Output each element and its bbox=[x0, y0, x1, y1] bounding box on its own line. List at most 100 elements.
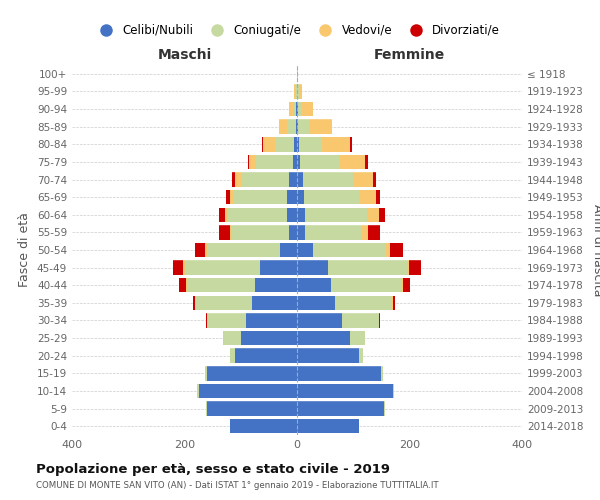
Bar bbox=[335, 296, 392, 310]
Bar bbox=[194, 243, 205, 257]
Bar bbox=[293, 102, 296, 117]
Bar bbox=[207, 402, 297, 416]
Bar bbox=[252, 296, 297, 310]
Bar bbox=[373, 172, 376, 186]
Bar bbox=[304, 190, 360, 204]
Bar bbox=[241, 172, 289, 186]
Bar bbox=[379, 208, 385, 222]
Bar bbox=[340, 154, 365, 169]
Bar bbox=[350, 331, 365, 345]
Bar bbox=[342, 314, 379, 328]
Bar bbox=[297, 314, 342, 328]
Bar bbox=[255, 278, 297, 292]
Bar bbox=[297, 225, 305, 240]
Bar bbox=[289, 102, 293, 117]
Bar bbox=[293, 154, 297, 169]
Bar bbox=[299, 84, 302, 98]
Bar bbox=[235, 348, 297, 363]
Bar bbox=[224, 331, 241, 345]
Bar bbox=[331, 278, 401, 292]
Bar bbox=[199, 384, 297, 398]
Bar bbox=[376, 190, 380, 204]
Bar bbox=[205, 366, 207, 380]
Bar bbox=[229, 419, 297, 434]
Bar bbox=[275, 137, 294, 152]
Bar bbox=[219, 225, 230, 240]
Bar bbox=[297, 243, 313, 257]
Bar bbox=[207, 243, 280, 257]
Bar bbox=[313, 243, 386, 257]
Bar bbox=[226, 190, 230, 204]
Bar bbox=[230, 225, 232, 240]
Bar bbox=[186, 278, 187, 292]
Text: COMUNE DI MONTE SAN VITO (AN) - Dati ISTAT 1° gennaio 2019 - Elaborazione TUTTIT: COMUNE DI MONTE SAN VITO (AN) - Dati IST… bbox=[36, 481, 439, 490]
Bar bbox=[379, 314, 380, 328]
Bar bbox=[225, 208, 228, 222]
Bar bbox=[232, 172, 235, 186]
Bar bbox=[287, 208, 297, 222]
Bar bbox=[260, 260, 297, 275]
Bar bbox=[287, 120, 296, 134]
Bar bbox=[232, 225, 289, 240]
Bar bbox=[359, 348, 364, 363]
Y-axis label: Anni di nascita: Anni di nascita bbox=[592, 204, 600, 296]
Bar bbox=[297, 120, 298, 134]
Bar bbox=[206, 314, 207, 328]
Bar bbox=[328, 260, 407, 275]
Text: Popolazione per età, sesso e stato civile - 2019: Popolazione per età, sesso e stato civil… bbox=[36, 462, 390, 475]
Bar bbox=[193, 296, 195, 310]
Bar bbox=[184, 260, 185, 275]
Bar bbox=[299, 137, 322, 152]
Y-axis label: Fasce di età: Fasce di età bbox=[19, 212, 31, 288]
Bar bbox=[196, 296, 252, 310]
Bar bbox=[302, 102, 313, 117]
Bar bbox=[297, 348, 359, 363]
Bar bbox=[297, 331, 350, 345]
Bar bbox=[297, 84, 299, 98]
Bar bbox=[289, 172, 297, 186]
Bar bbox=[230, 190, 233, 204]
Bar bbox=[386, 243, 391, 257]
Bar bbox=[247, 314, 297, 328]
Bar bbox=[297, 190, 304, 204]
Bar bbox=[310, 120, 332, 134]
Bar bbox=[220, 208, 225, 222]
Bar bbox=[301, 154, 340, 169]
Bar bbox=[173, 260, 184, 275]
Bar bbox=[297, 384, 392, 398]
Bar bbox=[179, 278, 186, 292]
Bar bbox=[297, 366, 382, 380]
Bar bbox=[187, 278, 255, 292]
Text: Maschi: Maschi bbox=[157, 48, 212, 62]
Legend: Celibi/Nubili, Coniugati/e, Vedovi/e, Divorziati/e: Celibi/Nubili, Coniugati/e, Vedovi/e, Di… bbox=[89, 19, 505, 42]
Bar bbox=[391, 243, 403, 257]
Bar bbox=[296, 84, 297, 98]
Bar bbox=[401, 278, 403, 292]
Bar bbox=[360, 190, 376, 204]
Bar bbox=[197, 384, 199, 398]
Bar bbox=[297, 260, 328, 275]
Bar bbox=[185, 260, 260, 275]
Bar bbox=[280, 243, 297, 257]
Bar bbox=[241, 331, 297, 345]
Bar bbox=[305, 225, 362, 240]
Bar bbox=[233, 190, 287, 204]
Bar bbox=[305, 208, 367, 222]
Bar bbox=[322, 137, 350, 152]
Text: Femmine: Femmine bbox=[374, 48, 445, 62]
Bar bbox=[297, 278, 331, 292]
Bar bbox=[297, 296, 335, 310]
Bar bbox=[368, 225, 380, 240]
Bar bbox=[205, 243, 207, 257]
Bar bbox=[229, 348, 235, 363]
Bar bbox=[298, 102, 302, 117]
Bar bbox=[248, 154, 249, 169]
Bar bbox=[365, 154, 368, 169]
Bar bbox=[287, 190, 297, 204]
Bar bbox=[297, 172, 302, 186]
Bar bbox=[262, 137, 263, 152]
Bar bbox=[409, 260, 421, 275]
Bar bbox=[296, 120, 297, 134]
Bar bbox=[353, 172, 373, 186]
Bar bbox=[362, 225, 368, 240]
